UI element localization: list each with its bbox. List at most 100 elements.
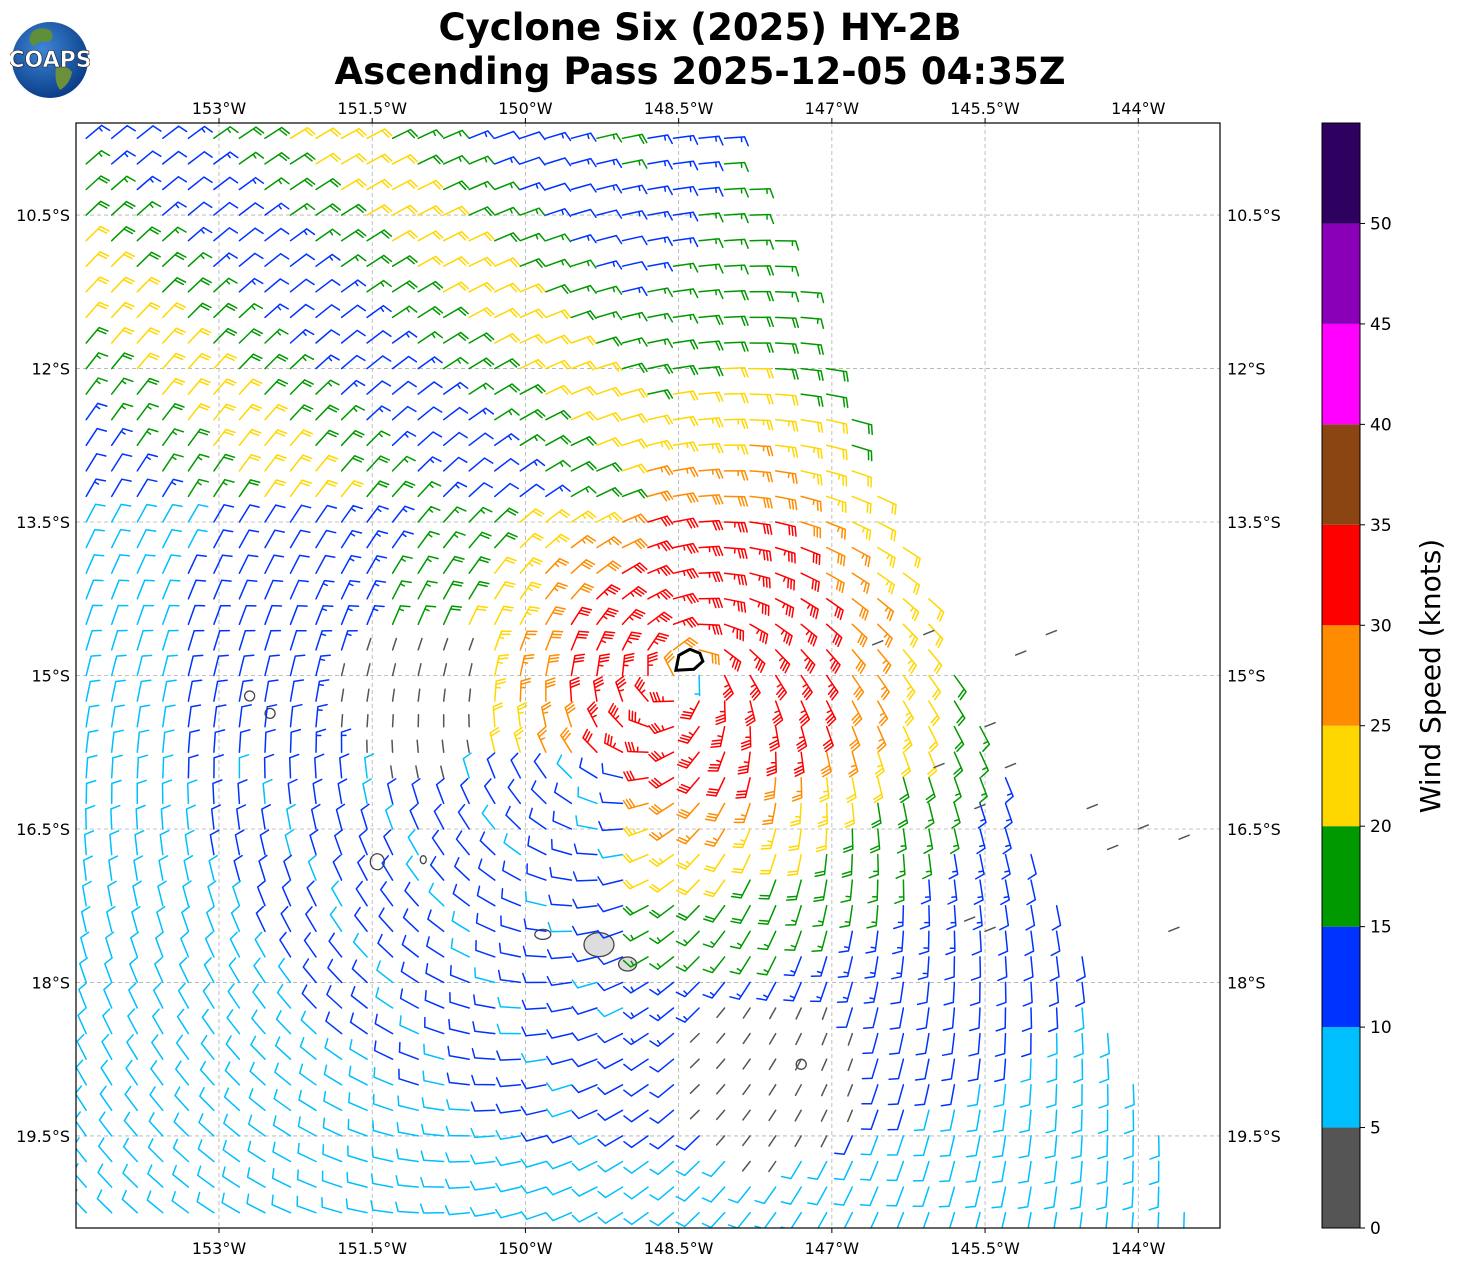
barb-staff (162, 176, 188, 191)
barb-staff (521, 999, 547, 1010)
wind-barb (769, 1007, 777, 1020)
barb-staff (876, 725, 887, 753)
barb-staff (571, 1211, 598, 1223)
barb-staff (238, 453, 262, 472)
barb-staff (698, 649, 720, 666)
barb-staff (468, 382, 495, 395)
barb-staff (289, 177, 316, 191)
barb-staff (297, 1116, 317, 1137)
barb-staff (672, 313, 699, 324)
barb-staff (601, 763, 624, 779)
wind-barb (283, 854, 293, 881)
barb-staff (891, 930, 905, 955)
wind-barb (941, 1058, 956, 1082)
wind-barb (672, 592, 699, 604)
barb-staff (586, 701, 599, 728)
barb-staff (596, 158, 623, 169)
barb-staff (289, 604, 308, 626)
barb-staff (774, 674, 788, 701)
barb-staff (1148, 1186, 1160, 1211)
colorbar-tick-label: 5 (1370, 1119, 1381, 1139)
wind-barb (825, 623, 843, 648)
wind-barb (110, 554, 131, 574)
wind-barb (596, 560, 622, 574)
barb-staff (865, 930, 879, 954)
barb-staff (968, 1032, 981, 1057)
barb-staff (902, 649, 917, 675)
barb-staff (524, 890, 547, 907)
wind-barb (869, 828, 881, 854)
barb-staff (322, 1143, 343, 1163)
barb-staff (556, 754, 573, 779)
barb-staff (902, 546, 921, 569)
wind-barb (264, 479, 287, 498)
barb-staff (825, 674, 839, 701)
barb-staff (825, 598, 844, 621)
wind-barb (672, 568, 699, 580)
wind-barb (1050, 930, 1061, 957)
wind-barb (649, 691, 675, 703)
barb-staff (510, 752, 522, 779)
wind-barb (552, 810, 573, 830)
barb-staff (851, 700, 863, 727)
wind-barb (672, 237, 699, 248)
wind-barb (672, 364, 699, 376)
wind-barb (1124, 1084, 1135, 1109)
wind-barb (360, 803, 370, 830)
barb-staff (749, 495, 773, 509)
wind-barb (647, 134, 673, 145)
wind-barb (971, 930, 982, 956)
barb-staff (110, 704, 125, 728)
wind-barb (621, 562, 648, 574)
barb-staff (1149, 1135, 1160, 1160)
wind-barb (289, 454, 313, 472)
wind-barb (874, 751, 885, 778)
barb-staff (1099, 1032, 1110, 1058)
wind-barb (334, 829, 344, 856)
wind-barb (230, 905, 241, 933)
barb-staff (366, 380, 392, 395)
wind-barb (85, 679, 101, 702)
wind-barb (264, 353, 289, 370)
wind-barb (85, 352, 109, 370)
barb-staff (768, 1135, 777, 1147)
barb-staff (213, 654, 229, 677)
wind-barb (768, 1109, 777, 1122)
barb-staff (545, 434, 572, 447)
barb-staff (479, 831, 496, 856)
wind-barb (468, 130, 495, 140)
barb-staff (446, 1099, 470, 1112)
barb-staff (442, 531, 466, 549)
barb-staff (315, 253, 341, 267)
barb-staff (648, 879, 675, 893)
wind-barb (796, 725, 808, 752)
wind-barb (596, 607, 619, 626)
barb-staff (264, 429, 288, 447)
wind-barb (315, 329, 341, 344)
wind-barb (315, 728, 327, 753)
wind-barb (152, 982, 164, 1009)
wind-barb (442, 180, 470, 191)
barb-staff (572, 871, 598, 882)
barb-staff (624, 741, 649, 753)
wind-barb (136, 125, 162, 140)
barb-staff (648, 802, 675, 815)
wind-barb (161, 779, 173, 805)
wind-barb (262, 778, 273, 805)
wind-barb (519, 605, 540, 626)
barb-staff (1070, 1135, 1083, 1160)
barb-staff (454, 857, 470, 881)
wind-barb (774, 521, 797, 537)
wind-barb (494, 333, 521, 344)
barb-staff (417, 255, 444, 267)
wind-barb (162, 377, 186, 395)
wind-barb (417, 605, 437, 626)
longitude-ticks: 153°W153°W151.5°W151.5°W150°W150°W148.5°… (192, 99, 1166, 1258)
wind-barb (238, 579, 258, 600)
wind-barb (647, 414, 674, 425)
barb-staff (264, 629, 282, 651)
wind-barb (1149, 1135, 1160, 1160)
barb-staff (800, 649, 816, 674)
barb-staff (110, 276, 135, 293)
barb-staff (110, 654, 127, 677)
